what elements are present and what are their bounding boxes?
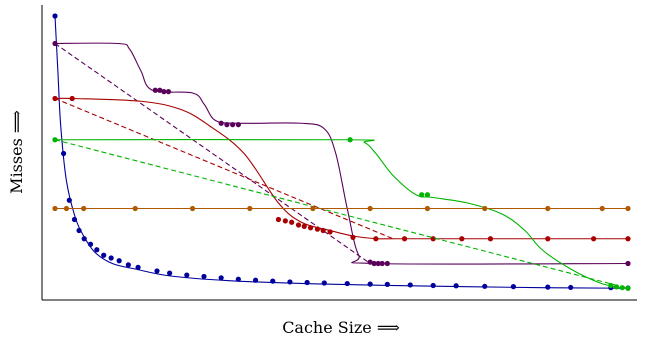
series-0-point-2 bbox=[66, 197, 72, 203]
series-3-point-18 bbox=[591, 236, 597, 242]
series-6-trend-line bbox=[54, 139, 629, 289]
series-0-point-30 bbox=[482, 283, 488, 289]
series-5-point-2 bbox=[419, 192, 425, 198]
series-3-point-8 bbox=[314, 226, 321, 232]
series-1-point-12 bbox=[379, 260, 385, 267]
series-3-point-16 bbox=[487, 236, 494, 242]
series-0-point-7 bbox=[94, 247, 100, 253]
series-3-point-15 bbox=[459, 236, 465, 242]
series-0-point-10 bbox=[116, 258, 122, 264]
series-3-line bbox=[54, 97, 628, 240]
series-1-point-6 bbox=[224, 122, 230, 128]
series-7-point-7 bbox=[367, 205, 373, 212]
series-3-point-17 bbox=[545, 236, 551, 242]
series-0-point-22 bbox=[304, 279, 310, 286]
series-3-point-11 bbox=[350, 234, 356, 240]
series-3-point-10 bbox=[327, 229, 333, 235]
series-3-point-6 bbox=[301, 223, 307, 229]
series-0-point-21 bbox=[287, 279, 293, 285]
series-3-point-3 bbox=[282, 218, 288, 224]
plot-area bbox=[41, 5, 637, 301]
series-7-point-12 bbox=[625, 205, 631, 212]
series-1-point-13 bbox=[384, 260, 390, 267]
series-5-point-7 bbox=[625, 285, 631, 291]
series-0-point-33 bbox=[568, 284, 574, 291]
series-1-point-4 bbox=[165, 89, 172, 95]
series-0-point-16 bbox=[201, 273, 207, 280]
series-4-trend-line bbox=[54, 97, 394, 240]
series-0-point-23 bbox=[321, 280, 327, 286]
series-1-point-8 bbox=[235, 122, 241, 128]
series-3-point-12 bbox=[373, 236, 379, 242]
series-3-point-7 bbox=[307, 225, 314, 231]
series-0-point-12 bbox=[135, 264, 141, 270]
series-5-point-5 bbox=[613, 284, 620, 290]
series-7-point-6 bbox=[310, 205, 316, 212]
series-0-point-31 bbox=[510, 284, 516, 290]
series-0-point-19 bbox=[252, 277, 259, 283]
series-0-point-4 bbox=[76, 227, 82, 234]
series-0-point-5 bbox=[81, 236, 87, 242]
series-0-point-20 bbox=[270, 278, 276, 284]
series-0-point-28 bbox=[430, 282, 436, 289]
series-3-point-5 bbox=[295, 222, 302, 228]
series-7-point-5 bbox=[247, 205, 253, 212]
series-1-point-10 bbox=[371, 260, 377, 267]
series-7-point-9 bbox=[482, 205, 488, 212]
series-1-point-5 bbox=[218, 120, 224, 126]
series-0-point-14 bbox=[167, 270, 173, 276]
series-7-point-1 bbox=[63, 205, 70, 212]
series-3-point-9 bbox=[320, 227, 326, 234]
series-0-point-9 bbox=[108, 255, 114, 261]
series-1-point-14 bbox=[625, 260, 631, 267]
series-5-point-3 bbox=[424, 192, 431, 198]
series-0-point-17 bbox=[218, 275, 224, 281]
series-7-point-8 bbox=[424, 205, 431, 212]
series-3-point-1 bbox=[69, 95, 75, 102]
series-0-point-27 bbox=[407, 282, 413, 288]
x-axis-title: Cache Size ⟹ bbox=[282, 318, 400, 337]
series-5-line bbox=[54, 138, 629, 289]
series-0-point-1 bbox=[60, 150, 67, 157]
series-0-point-11 bbox=[125, 262, 131, 268]
series-1-point-7 bbox=[230, 122, 236, 128]
series-0-point-15 bbox=[184, 272, 190, 278]
y-axis-title: Misses ⟹ bbox=[7, 110, 26, 194]
series-3-point-4 bbox=[289, 219, 295, 225]
series-3-point-2 bbox=[275, 216, 282, 223]
series-1-point-11 bbox=[375, 260, 381, 267]
series-1-line bbox=[54, 42, 629, 265]
series-7-point-0 bbox=[52, 205, 58, 212]
series-1-point-2 bbox=[157, 87, 163, 93]
series-7-point-10 bbox=[545, 205, 551, 212]
series-7-point-2 bbox=[81, 205, 87, 212]
series-0-point-6 bbox=[87, 241, 94, 247]
series-0-point-8 bbox=[101, 252, 107, 258]
series-5-point-1 bbox=[347, 137, 353, 143]
series-1-point-1 bbox=[152, 87, 158, 93]
series-0-point-13 bbox=[154, 268, 160, 274]
series-0-point-24 bbox=[344, 280, 350, 287]
series-5-point-4 bbox=[608, 282, 614, 289]
series-7-point-11 bbox=[599, 205, 605, 212]
series-7-point-4 bbox=[189, 205, 196, 212]
series-0-point-18 bbox=[235, 276, 241, 282]
series-7-point-3 bbox=[132, 205, 138, 212]
series-3-point-19 bbox=[625, 236, 631, 242]
series-0-line bbox=[54, 15, 629, 289]
series-3-point-14 bbox=[430, 236, 436, 242]
series-0-point-29 bbox=[453, 283, 459, 289]
series-0-point-26 bbox=[384, 281, 390, 287]
series-3-point-13 bbox=[401, 236, 408, 242]
series-0-point-32 bbox=[545, 284, 551, 290]
series-0-point-25 bbox=[367, 281, 373, 287]
series-1-point-3 bbox=[161, 89, 167, 95]
series-0-point-0 bbox=[52, 13, 58, 19]
series-0-point-3 bbox=[71, 216, 78, 223]
series-1-point-9 bbox=[367, 259, 373, 265]
